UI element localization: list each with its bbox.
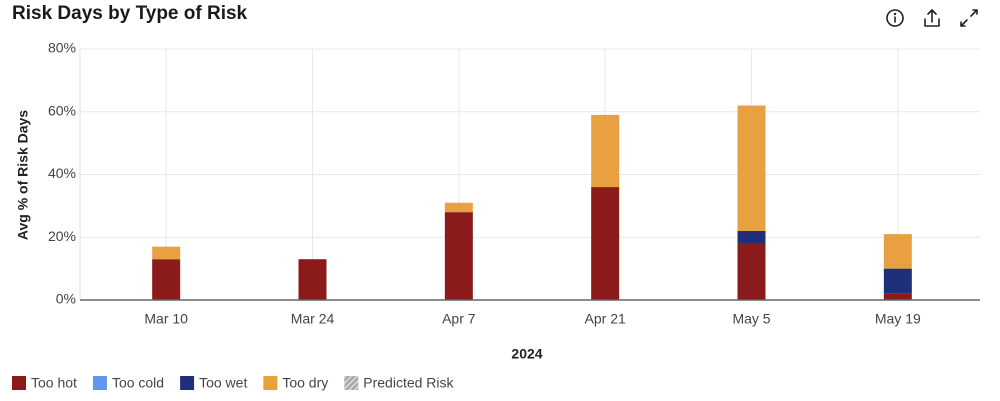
info-button[interactable] [886, 9, 904, 27]
y-tick-label: 80% [48, 40, 76, 56]
x-tick-label: Mar 24 [291, 311, 335, 327]
x-tick-label: Mar 10 [144, 311, 188, 327]
legend-swatch [344, 376, 359, 390]
bar-segment [737, 230, 766, 244]
bar-segment [737, 243, 766, 300]
expand-button[interactable] [960, 9, 978, 27]
legend-swatch [180, 376, 195, 390]
legend-label: Predicted Risk [363, 375, 454, 391]
chart-title: Risk Days by Type of Risk [12, 3, 248, 24]
legend-swatch [92, 376, 107, 390]
bar-segment [152, 246, 181, 260]
x-tick-label: May 5 [732, 311, 770, 327]
bar-segment [883, 268, 912, 294]
y-tick-label: 60% [48, 102, 76, 118]
legend-label: Too hot [31, 375, 77, 391]
bar-segment [444, 212, 473, 300]
y-tick-label: 20% [48, 228, 76, 244]
legend-label: Too wet [199, 375, 247, 391]
export-button[interactable] [924, 9, 940, 27]
x-tick-label: Apr 7 [442, 311, 476, 327]
bar-segment [152, 259, 181, 300]
bar-segment [883, 293, 912, 300]
x-axis-title: 2024 [511, 346, 542, 362]
bar-segment [298, 259, 327, 300]
bar-segment [591, 187, 620, 300]
y-tick-label: 40% [48, 165, 76, 181]
legend-label: Too dry [282, 375, 328, 391]
legend-swatch [12, 376, 26, 390]
bar-segment [737, 105, 766, 231]
x-tick-label: May 19 [875, 311, 921, 327]
x-tick-label: Apr 21 [585, 311, 626, 327]
bar-segment [883, 234, 912, 269]
y-tick-label: 0% [56, 291, 76, 307]
bar-segment [591, 114, 620, 188]
legend-label: Too cold [112, 375, 164, 391]
bar-segment [444, 202, 473, 213]
y-axis-title: Avg % of Risk Days [15, 110, 31, 240]
legend-swatch [263, 376, 278, 390]
